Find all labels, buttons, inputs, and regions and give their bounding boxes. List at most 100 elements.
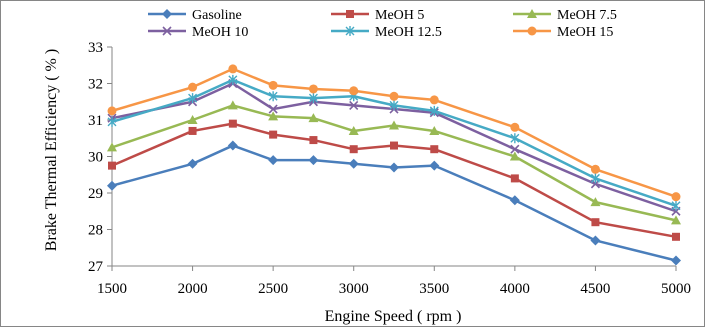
data-point <box>268 104 278 114</box>
legend-item: MeOH 12.5 <box>331 25 442 40</box>
data-point <box>349 86 359 96</box>
x-tick-label: 3000 <box>339 281 369 297</box>
data-point <box>308 113 319 123</box>
data-point <box>389 120 399 130</box>
data-point <box>107 142 117 152</box>
data-point <box>187 158 198 169</box>
y-tick-label: 29 <box>88 186 103 202</box>
data-point <box>348 158 359 169</box>
data-point <box>308 155 319 166</box>
legend-item: Gasoline <box>148 8 242 23</box>
x-axis-label: Engine Speed ( rpm ) <box>325 308 462 325</box>
legend-marker <box>162 26 172 36</box>
x-tick-labels: 1500 2000 2500 3000 3500 4000 4500 5000 <box>97 281 691 297</box>
legend-item: MeOH 7.5 <box>513 8 617 23</box>
x-tick-label: 4500 <box>580 281 610 297</box>
data-point <box>107 116 117 127</box>
y-tick-label: 27 <box>88 259 104 275</box>
data-point <box>671 215 681 225</box>
x-tick-label: 4000 <box>500 281 530 297</box>
legend-label: MeOH 12.5 <box>375 25 442 40</box>
data-point <box>268 91 278 102</box>
legend-item: MeOH 15 <box>513 25 613 40</box>
x-tick-label: 2000 <box>178 281 208 297</box>
data-point <box>188 93 198 104</box>
data-point <box>108 161 116 170</box>
data-point <box>268 155 279 166</box>
data-point <box>349 100 359 110</box>
data-point <box>510 122 520 132</box>
data-point <box>671 192 681 202</box>
legend-item: MeOH 5 <box>331 8 424 23</box>
y-tick-label: 28 <box>88 223 103 239</box>
data-point <box>509 151 520 161</box>
legend-label: MeOH 7.5 <box>557 8 617 23</box>
data-point <box>228 64 238 74</box>
data-point <box>429 125 440 135</box>
data-point <box>671 255 681 266</box>
data-point <box>308 84 318 94</box>
series-meoh-7-5 <box>107 100 681 225</box>
legend-marker <box>527 26 537 36</box>
data-point <box>429 160 440 171</box>
y-tick-label: 31 <box>88 113 103 129</box>
data-point <box>227 100 238 110</box>
y-tick-label: 30 <box>88 150 103 166</box>
y-tick-label: 33 <box>88 40 103 56</box>
data-point <box>227 140 238 151</box>
legend-item: MeOH 10 <box>148 25 248 40</box>
series-meoh-12-5 <box>107 74 681 211</box>
data-point <box>590 173 600 184</box>
series-meoh-15 <box>107 64 681 202</box>
data-point <box>308 93 318 104</box>
x-tick-label: 3500 <box>419 281 449 297</box>
legend-label: Gasoline <box>192 8 242 23</box>
legend-marker <box>162 9 172 19</box>
legend-marker <box>527 9 537 18</box>
x-tick-label: 5000 <box>661 281 691 297</box>
data-point <box>188 82 198 92</box>
data-point <box>590 164 600 174</box>
data-point <box>510 174 519 183</box>
data-point <box>228 119 237 128</box>
y-axis-label: Brake Thermal Efficiency ( % ) <box>43 49 60 251</box>
data-point <box>591 218 600 227</box>
data-point <box>268 111 279 121</box>
legend: Gasoline MeOH 5 MeOH 7.5 MeOH 10 MeOH 12.5 Me… <box>148 8 617 40</box>
data-point <box>390 141 398 150</box>
data-point <box>510 133 520 144</box>
data-point <box>590 197 601 207</box>
legend-marker <box>346 10 354 18</box>
data-point <box>349 145 358 154</box>
data-point <box>107 106 117 116</box>
series-gasoline <box>107 140 681 266</box>
data-point <box>107 180 117 191</box>
data-point <box>509 195 520 206</box>
x-tick-label: 1500 <box>97 281 127 297</box>
y-tick-labels: 27 28 29 30 31 32 33 <box>88 40 104 275</box>
series-group <box>107 64 681 266</box>
legend-marker <box>345 26 355 36</box>
data-point <box>389 162 399 173</box>
data-point <box>389 91 399 101</box>
data-point <box>188 126 197 135</box>
data-point <box>429 95 439 105</box>
legend-label: MeOH 15 <box>557 25 613 40</box>
data-point <box>268 80 278 90</box>
data-point <box>269 130 278 139</box>
y-tick-label: 32 <box>88 77 103 93</box>
legend-label: MeOH 5 <box>375 8 424 23</box>
data-point <box>187 115 198 124</box>
data-point <box>672 232 680 241</box>
data-point <box>671 200 681 211</box>
legend-label: MeOH 10 <box>192 25 248 40</box>
data-point <box>389 100 399 111</box>
data-point <box>228 74 238 85</box>
data-point <box>510 144 520 154</box>
data-point <box>590 235 601 246</box>
data-point <box>309 136 318 145</box>
series-meoh-5 <box>108 119 680 241</box>
data-point <box>430 145 439 154</box>
